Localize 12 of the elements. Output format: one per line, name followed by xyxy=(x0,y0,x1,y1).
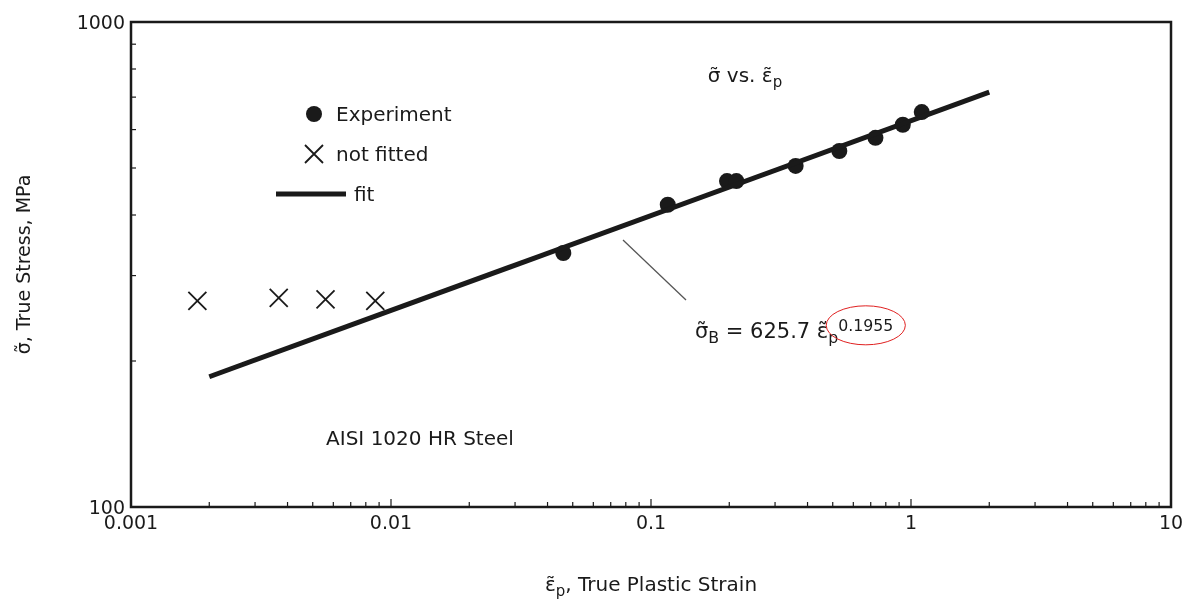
x-tick-label: 0.01 xyxy=(369,511,413,533)
x-tick-label: 0.1 xyxy=(635,511,667,533)
y-tick-label: 1000 xyxy=(76,11,125,33)
legend-label: not fitted xyxy=(336,142,429,166)
text: σ̃ vs. ε̃$_{p}$ xyxy=(707,63,783,91)
legend-label: Experiment xyxy=(336,102,452,126)
y-axis-title: σ̃, True Stress, MPa xyxy=(12,174,34,355)
x-tick-label: 10 xyxy=(1158,511,1184,533)
x-tick-label: 1 xyxy=(904,511,918,533)
legend-label: fit xyxy=(354,182,375,206)
x-axis-title: ε̃$_{p}$, True Plastic Strain xyxy=(544,572,758,600)
annotation: AISI 1020 HR Steel xyxy=(326,426,514,450)
